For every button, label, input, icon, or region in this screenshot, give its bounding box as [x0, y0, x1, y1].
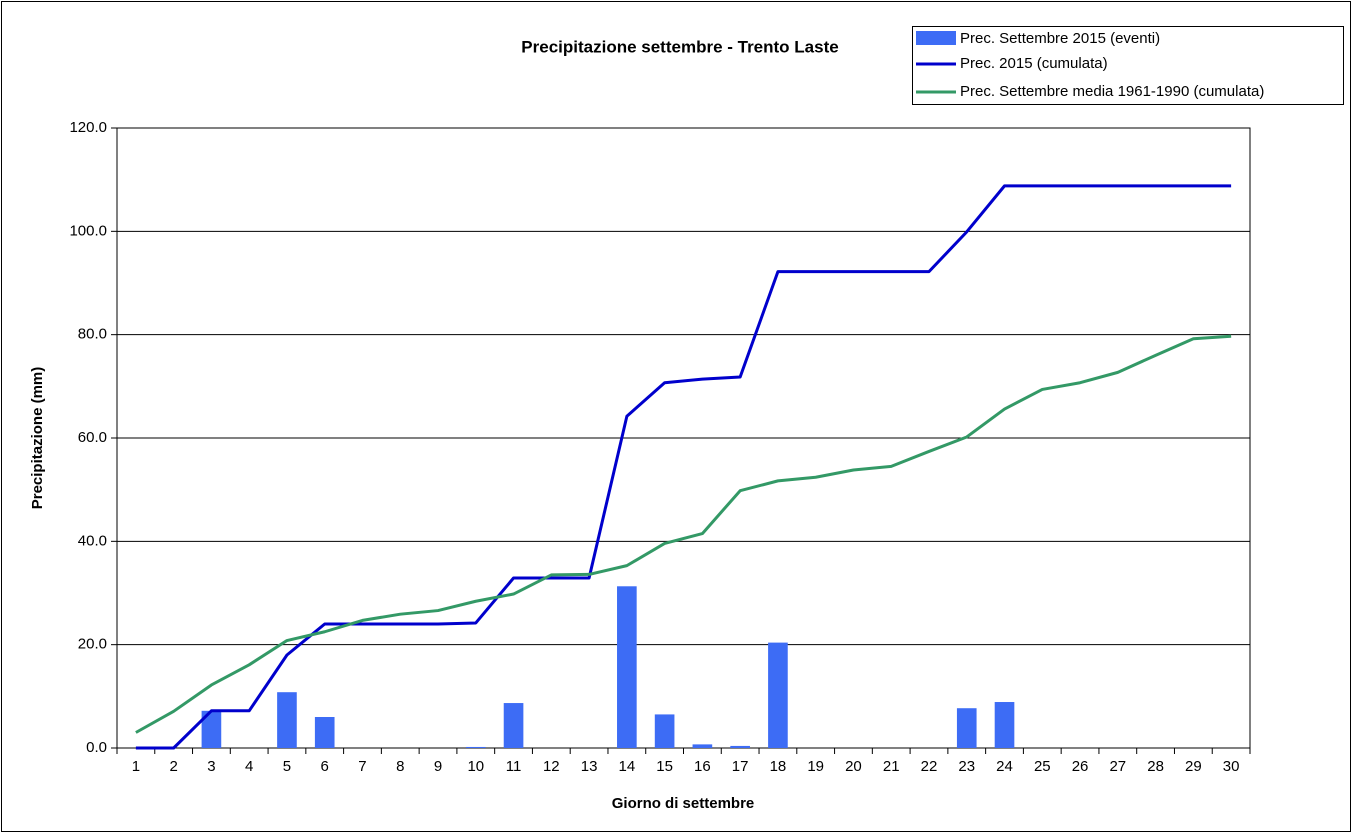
bar [692, 744, 713, 748]
x-tick-label: 26 [1072, 758, 1089, 775]
bar [730, 745, 750, 748]
bar [617, 586, 637, 748]
x-tick-label: 5 [283, 758, 291, 775]
bar [314, 717, 335, 748]
line [135, 184, 1232, 750]
bar [503, 703, 524, 748]
x-tick-label: 16 [694, 758, 711, 775]
x-tick-label: 15 [656, 758, 673, 775]
y-tick-label: 100.0 [69, 222, 107, 239]
x-tick-label: 28 [1147, 758, 1164, 775]
x-tick-label: 10 [467, 758, 484, 775]
x-tick-label: 24 [996, 758, 1013, 775]
x-tick-label: 17 [732, 758, 749, 775]
bar [465, 746, 486, 748]
x-tick-label: 13 [581, 758, 598, 775]
chart-title: Precipitazione settembre - Trento Laste [521, 37, 838, 56]
bar [277, 692, 297, 748]
bar [768, 642, 788, 748]
x-tick-label: 2 [169, 758, 177, 775]
x-tick-label: 11 [506, 758, 522, 775]
y-tick-label: 120.0 [69, 119, 107, 136]
x-tick-label: 14 [619, 758, 636, 775]
y-tick-label: 20.0 [78, 636, 107, 653]
y-tick-label: 60.0 [78, 429, 107, 446]
bar [956, 708, 977, 748]
line [135, 334, 1232, 734]
x-tick-label: 7 [358, 758, 366, 775]
x-tick-label: 21 [883, 758, 900, 775]
x-tick-label: 23 [958, 758, 975, 775]
x-tick-label: 27 [1109, 758, 1126, 775]
bar [994, 702, 1015, 748]
x-tick-label: 20 [845, 758, 862, 775]
y-tick-label: 80.0 [78, 326, 107, 343]
x-tick-label: 30 [1223, 758, 1240, 775]
x-tick-label: 25 [1034, 758, 1051, 775]
y-tick-label: 0.0 [86, 739, 107, 756]
x-tick-label: 18 [770, 758, 787, 775]
x-tick-label: 12 [543, 758, 560, 775]
y-axis-label: Precipitazione (mm) [29, 367, 46, 510]
x-tick-label: 19 [807, 758, 824, 775]
legend-swatch [916, 31, 956, 45]
x-tick-label: 8 [396, 758, 404, 775]
bar [654, 714, 675, 748]
x-tick-label: 3 [207, 758, 215, 775]
x-tick-label: 1 [132, 758, 140, 775]
x-tick-label: 9 [434, 758, 442, 775]
bar [201, 710, 222, 748]
legend-label: Prec. Settembre media 1961-1990 (cumulat… [960, 83, 1264, 100]
legend-label: Prec. Settembre 2015 (eventi) [960, 30, 1160, 47]
legend-label: Prec. 2015 (cumulata) [960, 55, 1108, 72]
x-tick-label: 22 [921, 758, 938, 775]
x-tick-label: 4 [245, 758, 253, 775]
legend-box [912, 26, 1344, 105]
x-axis-label: Giorno di settembre [612, 795, 755, 812]
y-tick-label: 40.0 [78, 532, 107, 549]
x-tick-label: 6 [321, 758, 329, 775]
x-tick-label: 29 [1185, 758, 1202, 775]
